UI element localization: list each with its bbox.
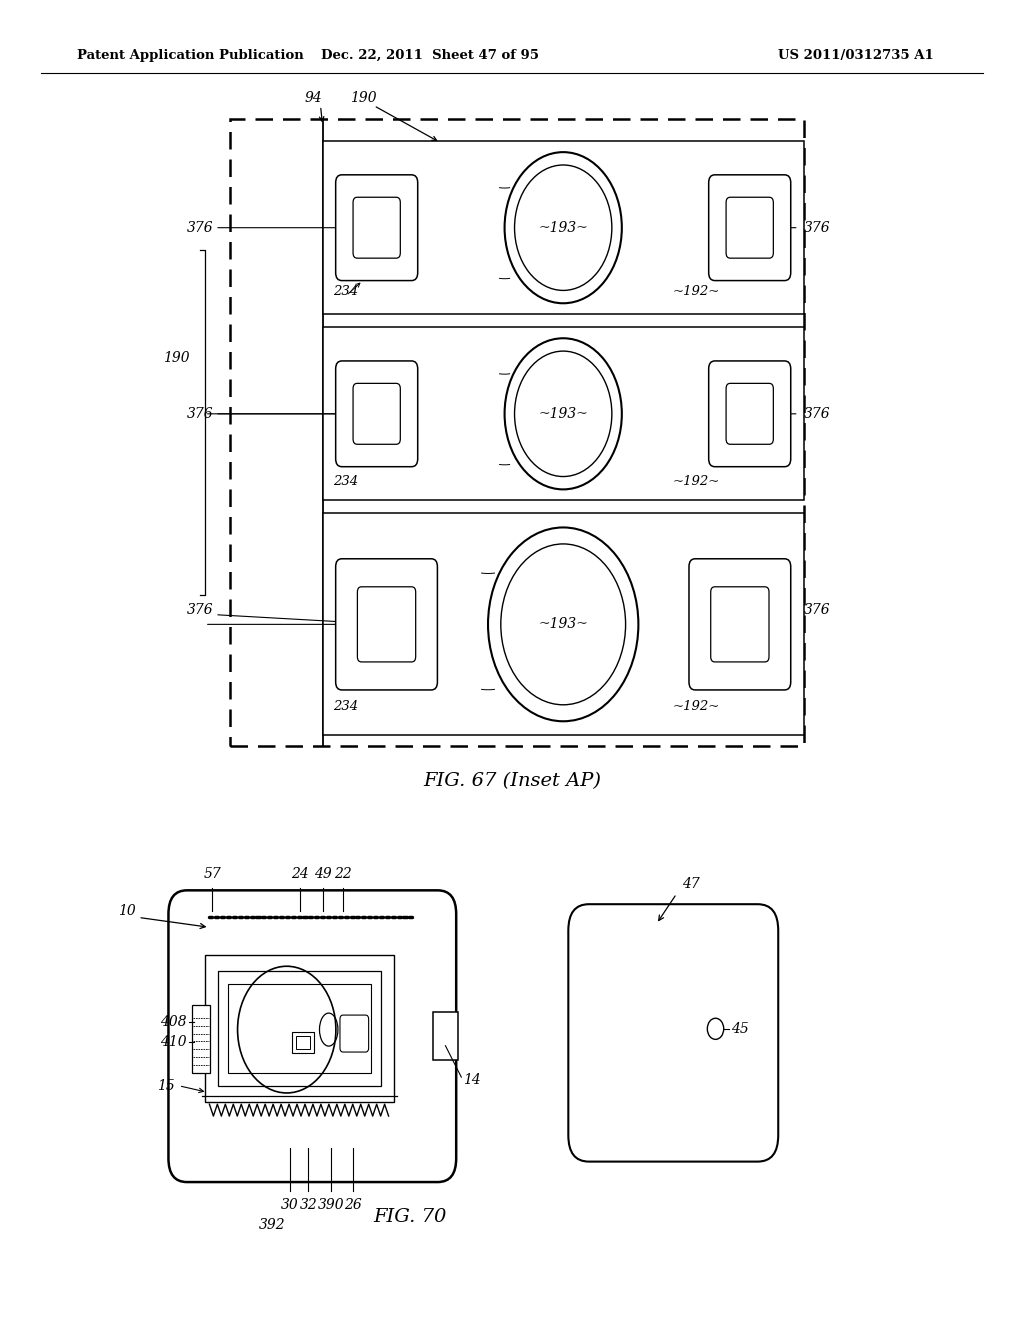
Text: 26: 26	[344, 1199, 362, 1212]
Text: 410: 410	[160, 1035, 186, 1049]
Bar	[227, 985, 372, 1072]
Text: 10: 10	[118, 904, 135, 917]
FancyBboxPatch shape	[726, 197, 773, 259]
Text: 32: 32	[299, 1199, 317, 1212]
Text: 376: 376	[804, 407, 830, 421]
Text: 376: 376	[186, 407, 213, 421]
FancyBboxPatch shape	[709, 360, 791, 467]
Text: Patent Application Publication: Patent Application Publication	[77, 49, 303, 62]
Text: ~193~: ~193~	[539, 407, 588, 421]
FancyBboxPatch shape	[168, 890, 457, 1183]
Bar	[432, 1012, 459, 1060]
Text: ~192~: ~192~	[673, 285, 720, 298]
Text: Dec. 22, 2011  Sheet 47 of 95: Dec. 22, 2011 Sheet 47 of 95	[322, 49, 539, 62]
Text: 234: 234	[333, 475, 358, 488]
Text: 408: 408	[160, 1015, 186, 1028]
Bar	[323, 141, 804, 314]
Text: 45: 45	[731, 1022, 749, 1036]
Text: 390: 390	[317, 1199, 344, 1212]
FancyBboxPatch shape	[336, 174, 418, 281]
Text: 57: 57	[204, 867, 221, 882]
Text: 376: 376	[804, 220, 830, 235]
Text: 234: 234	[333, 700, 358, 713]
FancyBboxPatch shape	[726, 383, 773, 445]
Text: ~192~: ~192~	[673, 700, 720, 713]
Text: 392: 392	[259, 1217, 286, 1232]
Text: 22: 22	[334, 867, 352, 882]
Text: 49: 49	[313, 867, 332, 882]
Text: 190: 190	[163, 351, 189, 366]
Bar	[193, 1005, 211, 1073]
FancyBboxPatch shape	[340, 1015, 369, 1052]
Text: FIG. 70: FIG. 70	[373, 1208, 446, 1226]
Text: 376: 376	[186, 603, 213, 616]
FancyBboxPatch shape	[336, 360, 418, 467]
Text: 47: 47	[682, 876, 699, 891]
Text: 15: 15	[157, 1078, 174, 1093]
Bar	[292, 1032, 314, 1053]
Text: 190: 190	[350, 91, 377, 104]
FancyBboxPatch shape	[711, 587, 769, 661]
FancyBboxPatch shape	[689, 558, 791, 690]
Bar	[296, 1036, 310, 1049]
Text: 234: 234	[333, 285, 358, 298]
FancyBboxPatch shape	[357, 587, 416, 661]
Text: 376: 376	[186, 220, 213, 235]
Bar	[323, 513, 804, 735]
Text: 24: 24	[291, 867, 309, 882]
Bar	[323, 327, 804, 500]
Text: 376: 376	[804, 603, 830, 616]
Bar	[217, 972, 381, 1085]
FancyBboxPatch shape	[336, 558, 437, 690]
Text: ~193~: ~193~	[539, 618, 588, 631]
Text: ~192~: ~192~	[673, 475, 720, 488]
Text: ~193~: ~193~	[539, 220, 588, 235]
Bar	[230, 119, 804, 746]
Text: FIG. 67 (Inset AP): FIG. 67 (Inset AP)	[423, 772, 601, 791]
Bar	[205, 956, 393, 1101]
FancyBboxPatch shape	[709, 174, 791, 281]
Text: 30: 30	[281, 1199, 299, 1212]
FancyBboxPatch shape	[353, 197, 400, 259]
Text: US 2011/0312735 A1: US 2011/0312735 A1	[778, 49, 934, 62]
FancyBboxPatch shape	[353, 383, 400, 445]
Text: 14: 14	[463, 1073, 481, 1086]
Text: 94: 94	[304, 91, 323, 104]
FancyBboxPatch shape	[568, 904, 778, 1162]
